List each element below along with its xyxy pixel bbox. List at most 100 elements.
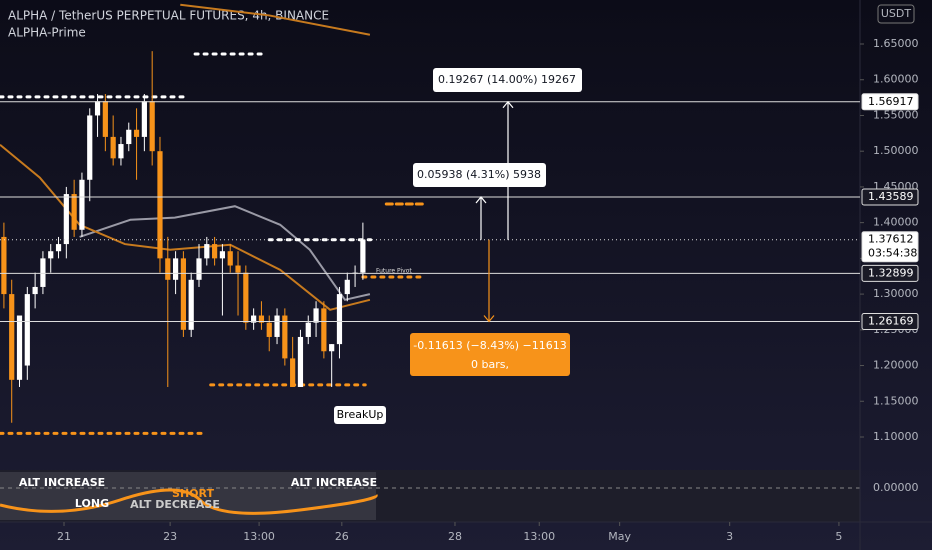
candle-body xyxy=(133,129,140,137)
candle-body xyxy=(204,244,210,259)
measure-box xyxy=(413,163,546,187)
breakup-box xyxy=(334,406,386,424)
candle-body xyxy=(79,179,85,230)
candle-body xyxy=(172,258,179,280)
candle-body xyxy=(40,258,46,287)
measure-box xyxy=(410,333,570,376)
candle-body xyxy=(266,322,272,337)
countdown: 03:54:38 xyxy=(868,247,917,260)
price-level-box xyxy=(861,93,919,111)
candle-body xyxy=(110,136,116,159)
candle-body xyxy=(1,236,7,295)
candle-body xyxy=(219,251,226,259)
candle-body xyxy=(149,101,155,152)
indicator-label: SHORT xyxy=(172,487,214,500)
breakup-label: BreakUp xyxy=(337,408,384,421)
candle-body xyxy=(32,286,38,295)
price-level-label: 1.26169 xyxy=(868,314,914,327)
candle-body xyxy=(329,344,335,352)
indicator-label: LONG xyxy=(75,497,109,510)
candle-body xyxy=(313,308,319,323)
main-pane xyxy=(0,3,427,435)
measure-text: 0.19267 (14.00%) 19267 xyxy=(438,73,576,86)
candle-body xyxy=(63,194,69,245)
candle-body xyxy=(165,258,171,280)
y-tick-label: 1.30000 xyxy=(873,287,919,300)
candle-body xyxy=(71,194,77,230)
candle-body xyxy=(297,336,304,387)
x-tick-label: 21 xyxy=(57,530,71,543)
candle-body xyxy=(55,244,62,252)
x-tick-label: 28 xyxy=(448,530,462,543)
x-tick-label: 3 xyxy=(726,530,733,543)
indicator-zero-label: 0.00000 xyxy=(873,481,919,494)
price-level-box xyxy=(861,264,919,282)
moving-average xyxy=(180,3,371,36)
candle-body xyxy=(227,251,233,266)
price-level-box xyxy=(861,188,919,206)
candle-body xyxy=(274,315,280,337)
measure-text: -0.11613 (−8.43%) −11613 xyxy=(413,339,566,352)
x-tick-label: May xyxy=(608,530,631,543)
candle-body xyxy=(196,258,202,280)
candle-body xyxy=(126,129,132,145)
x-tick-label: 13:00 xyxy=(523,530,555,543)
candle-body xyxy=(180,258,186,330)
y-tick-label: 1.55000 xyxy=(873,108,919,121)
candle-body xyxy=(16,315,23,380)
x-tick-label: 26 xyxy=(335,530,349,543)
candle-body xyxy=(87,115,93,180)
price-level-label: 1.56917 xyxy=(868,95,914,108)
candle-body xyxy=(94,101,101,116)
currency[interactable]: USDT xyxy=(881,7,912,20)
indicator-label: ALT DECREASE xyxy=(130,498,220,511)
moving-average xyxy=(0,143,371,311)
indicator-label: ALT INCREASE xyxy=(291,476,377,489)
candle-body xyxy=(9,294,15,380)
candle-body xyxy=(157,151,163,259)
candle-body xyxy=(251,315,257,323)
pivot-label: Future Pivot xyxy=(376,268,412,275)
candle-body xyxy=(344,279,350,295)
price-level-box xyxy=(861,312,919,330)
y-tick-label: 1.60000 xyxy=(873,73,919,86)
x-tick-label: 23 xyxy=(163,530,177,543)
measure-arrow-head xyxy=(475,196,487,204)
measure-text: 0.05938 (4.31%) 5938 xyxy=(417,168,541,181)
candle-body xyxy=(258,315,265,323)
candle-body xyxy=(360,239,366,273)
candle-body xyxy=(24,294,30,366)
y-tick-label: 1.50000 xyxy=(873,144,919,157)
candle-body xyxy=(188,279,194,330)
y-tick-label: 1.20000 xyxy=(873,359,919,372)
candle-body xyxy=(212,244,218,259)
candle-body xyxy=(48,251,54,259)
y-tick-label: 1.40000 xyxy=(873,216,919,229)
measure-box xyxy=(433,68,582,92)
indicator-name: ALPHA-Prime xyxy=(8,26,86,40)
price-level-label: 1.37612 xyxy=(868,233,914,246)
measure-arrow-head xyxy=(483,315,495,323)
candle-body xyxy=(282,315,288,359)
price-level-label: 1.43589 xyxy=(868,190,914,203)
candle-body xyxy=(321,308,327,352)
candle-body xyxy=(305,322,311,337)
symbol-title: ALPHA / TetherUS PERPETUAL FUTURES, 4h, … xyxy=(8,9,329,23)
candle-body xyxy=(243,272,249,323)
candle-body xyxy=(118,144,124,159)
measure-text: 0 bars, xyxy=(471,358,509,371)
candle-body xyxy=(290,358,296,387)
x-tick-label: 5 xyxy=(835,530,842,543)
candle-body xyxy=(102,101,108,137)
x-tick-label: 13:00 xyxy=(243,530,275,543)
indicator-line xyxy=(0,488,378,515)
price-level-label: 1.32899 xyxy=(868,266,914,279)
currency-box[interactable] xyxy=(877,4,915,24)
y-tick-label: 1.65000 xyxy=(873,37,919,50)
candle-body xyxy=(235,265,241,273)
candle-body xyxy=(141,101,147,137)
price-level-box xyxy=(861,231,919,263)
measure-arrow-head xyxy=(502,100,514,109)
y-tick-label: 1.15000 xyxy=(873,394,919,407)
